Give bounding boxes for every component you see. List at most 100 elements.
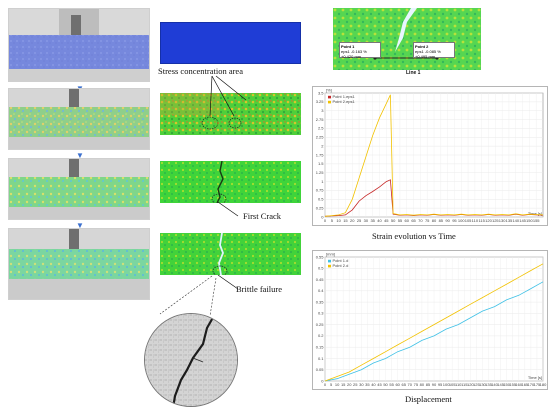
- point1-title: Point 1: [341, 44, 355, 49]
- specimen-photo-1: [8, 8, 150, 82]
- first-crack-pointer: [217, 201, 239, 217]
- x-tick-label: 140: [512, 218, 519, 223]
- x-tick-label: 110: [455, 382, 462, 387]
- y-tick-label: 1.25: [316, 170, 325, 175]
- y-tick-label: 2.75: [316, 117, 325, 122]
- specimen-photo-1-image: [9, 9, 149, 81]
- x-tick-label: 35: [370, 218, 375, 223]
- strain-field-first-crack: [160, 161, 301, 203]
- strain-field-stress-image: [160, 93, 301, 135]
- x-tick-label: 135: [485, 382, 492, 387]
- y-tick-label: 0: [321, 214, 324, 219]
- x-tick-label: 170: [528, 382, 535, 387]
- x-tick-label: 80: [432, 218, 437, 223]
- y-tick-label: 1: [321, 179, 324, 184]
- y-tick-label: 0.2: [318, 333, 324, 338]
- x-tick-label: 145: [497, 382, 504, 387]
- point2-strain: -0.085 %: [424, 49, 441, 54]
- specimen-photo-3-image: [9, 159, 149, 219]
- x-tick-label: 0: [324, 218, 327, 223]
- x-tick-label: 10: [336, 218, 341, 223]
- x-tick-label: 155: [509, 382, 516, 387]
- x-tick-label: 45: [384, 218, 389, 223]
- specimen-photo-4-image: [9, 229, 149, 299]
- x-tick-label: 180: [540, 382, 547, 387]
- y-tick-label: 0.3: [318, 311, 324, 316]
- brittle-failure-label: Brittle failure: [236, 284, 283, 294]
- x-tick-label: 175: [534, 382, 541, 387]
- y-tick-label: 0.45: [316, 277, 325, 282]
- strain-field-initial: [160, 22, 301, 64]
- x-tick-label: 30: [364, 218, 369, 223]
- line-1-label: Line 1: [406, 70, 421, 76]
- series-line-2: [324, 94, 544, 217]
- x-tick-label: 40: [371, 382, 376, 387]
- x-tick-label: 60: [395, 382, 400, 387]
- displacement-chart-caption: Displacement: [405, 394, 452, 404]
- x-tick-label: 25: [357, 218, 362, 223]
- displacement-chart-frame: 0.55 0.5 0.45 0.4 0.35 0.3 0.25 0.2 0.15 0.1 0.05 0…: [312, 250, 548, 390]
- x-tick-label: 150: [503, 382, 510, 387]
- x-tick-label: 150: [526, 218, 533, 223]
- x-tick-label: 60: [405, 218, 410, 223]
- x-tick-label: 130: [499, 218, 506, 223]
- x-tick-label: 95: [452, 218, 457, 223]
- specimen-photo-2-image: [9, 89, 149, 149]
- y-tick-label: 2.25: [316, 135, 325, 140]
- y-tick-label: 3: [321, 108, 324, 113]
- legend-entry: Point 2.eps1: [333, 99, 356, 104]
- point2-title: Point 2: [415, 44, 429, 49]
- strain-chart-caption: Strain evolution vs Time: [372, 231, 456, 241]
- x-tick-label: 0: [324, 382, 327, 387]
- stress-concentration-label: Stress concentration area: [158, 66, 243, 76]
- y-tick-label: 0.5: [318, 197, 324, 202]
- y-tick-label: 0.4: [318, 288, 324, 293]
- x-tick-label: 145: [519, 218, 526, 223]
- x-tick-label: 45: [377, 382, 382, 387]
- y-tick-label: 0.25: [316, 322, 325, 327]
- x-tick-label: 20: [347, 382, 352, 387]
- y-tick-label: 0.15: [316, 344, 325, 349]
- fracture-zoom-circle: [144, 313, 238, 407]
- point1-eps-label: eps1: [341, 49, 350, 54]
- x-axis-label: Time [s]: [528, 211, 542, 216]
- specimen-photo-2: [8, 88, 150, 150]
- x-tick-label: 80: [420, 382, 425, 387]
- x-tick-label: 55: [398, 218, 403, 223]
- x-tick-label: 40: [377, 218, 382, 223]
- stress-pointer-lines: [209, 75, 247, 117]
- x-tick-label: 75: [425, 218, 430, 223]
- arrow-down-icon: ▼: [76, 151, 84, 160]
- x-tick-label: 160: [515, 382, 522, 387]
- x-tick-label: 70: [418, 218, 423, 223]
- x-tick-label: 30: [359, 382, 364, 387]
- legend-swatch: [328, 95, 331, 99]
- x-tick-label: 85: [439, 218, 444, 223]
- specimen-photo-3: [8, 158, 150, 220]
- y-tick-label: 2.5: [318, 126, 324, 131]
- y-tick-label: 1.5: [318, 161, 324, 166]
- x-tick-label: 105: [465, 218, 472, 223]
- x-tick-label: 100: [443, 382, 450, 387]
- x-tick-label: 90: [445, 218, 450, 223]
- x-tick-label: 10: [335, 382, 340, 387]
- x-tick-label: 165: [521, 382, 528, 387]
- x-tick-label: 125: [492, 218, 499, 223]
- x-tick-label: 115: [478, 218, 485, 223]
- specimen-photo-4: [8, 228, 150, 300]
- x-tick-label: 65: [411, 218, 416, 223]
- x-tick-label: 85: [426, 382, 431, 387]
- x-tick-label: 120: [485, 218, 492, 223]
- y-tick-label: 0.25: [316, 205, 325, 210]
- strain-field-brittle-image: [160, 233, 301, 275]
- y-tick-label: 0.75: [316, 188, 325, 193]
- legend-swatch: [328, 100, 331, 104]
- legend-swatch: [328, 259, 331, 263]
- x-tick-label: 35: [365, 382, 370, 387]
- x-tick-label: 155: [533, 218, 540, 223]
- point1-strain: -0.163 %: [350, 49, 367, 54]
- legend-swatch: [328, 264, 331, 268]
- x-tick-label: 75: [414, 382, 419, 387]
- x-tick-label: 5: [330, 382, 333, 387]
- x-axis-label: Time [s]: [528, 375, 542, 380]
